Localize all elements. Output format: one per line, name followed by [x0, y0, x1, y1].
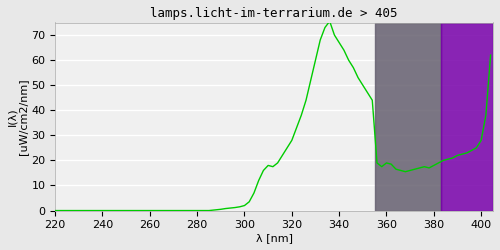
Bar	[441, 22, 493, 210]
Title: lamps.licht-im-terrarium.de > 405: lamps.licht-im-terrarium.de > 405	[150, 7, 398, 20]
X-axis label: λ [nm]: λ [nm]	[256, 233, 292, 243]
Bar	[374, 22, 441, 210]
Y-axis label: I(λ)
[uW/cm2/nm]: I(λ) [uW/cm2/nm]	[7, 78, 28, 155]
